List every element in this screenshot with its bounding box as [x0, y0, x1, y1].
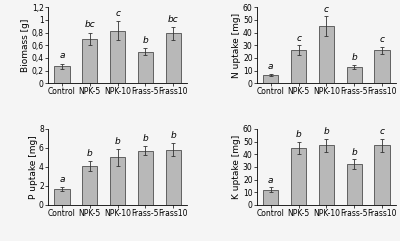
Bar — [374, 145, 390, 205]
Bar — [166, 150, 181, 205]
Text: b: b — [142, 36, 148, 45]
Bar — [263, 190, 278, 205]
Bar — [319, 145, 334, 205]
Text: a: a — [59, 175, 65, 184]
Bar — [54, 66, 70, 83]
Bar — [291, 50, 306, 83]
Text: c: c — [296, 34, 301, 43]
Text: c: c — [380, 35, 384, 44]
Bar — [263, 75, 278, 83]
Y-axis label: P uptake [mg]: P uptake [mg] — [28, 135, 38, 199]
Bar — [374, 50, 390, 83]
Bar — [82, 166, 98, 205]
Text: c: c — [115, 9, 120, 18]
Text: bc: bc — [168, 15, 178, 24]
Bar — [346, 164, 362, 205]
Y-axis label: K uptake [mg]: K uptake [mg] — [232, 135, 242, 199]
Text: b: b — [87, 149, 93, 158]
Text: b: b — [142, 134, 148, 143]
Text: a: a — [268, 62, 274, 71]
Bar — [54, 189, 70, 205]
Text: c: c — [380, 127, 384, 136]
Text: b: b — [296, 130, 302, 139]
Bar — [82, 39, 98, 83]
Text: b: b — [324, 127, 329, 136]
Text: b: b — [170, 131, 176, 140]
Bar — [110, 31, 125, 83]
Y-axis label: Biomass [g]: Biomass [g] — [21, 19, 30, 72]
Bar — [166, 33, 181, 83]
Text: bc: bc — [84, 20, 95, 29]
Bar — [346, 67, 362, 83]
Text: b: b — [351, 148, 357, 157]
Bar — [319, 26, 334, 83]
Y-axis label: N uptake [mg]: N uptake [mg] — [232, 13, 242, 78]
Text: b: b — [115, 137, 120, 146]
Bar — [138, 151, 153, 205]
Text: b: b — [351, 53, 357, 62]
Bar — [138, 52, 153, 83]
Text: c: c — [324, 5, 329, 13]
Text: a: a — [59, 51, 65, 60]
Text: a: a — [268, 176, 274, 185]
Bar — [110, 157, 125, 205]
Bar — [291, 148, 306, 205]
